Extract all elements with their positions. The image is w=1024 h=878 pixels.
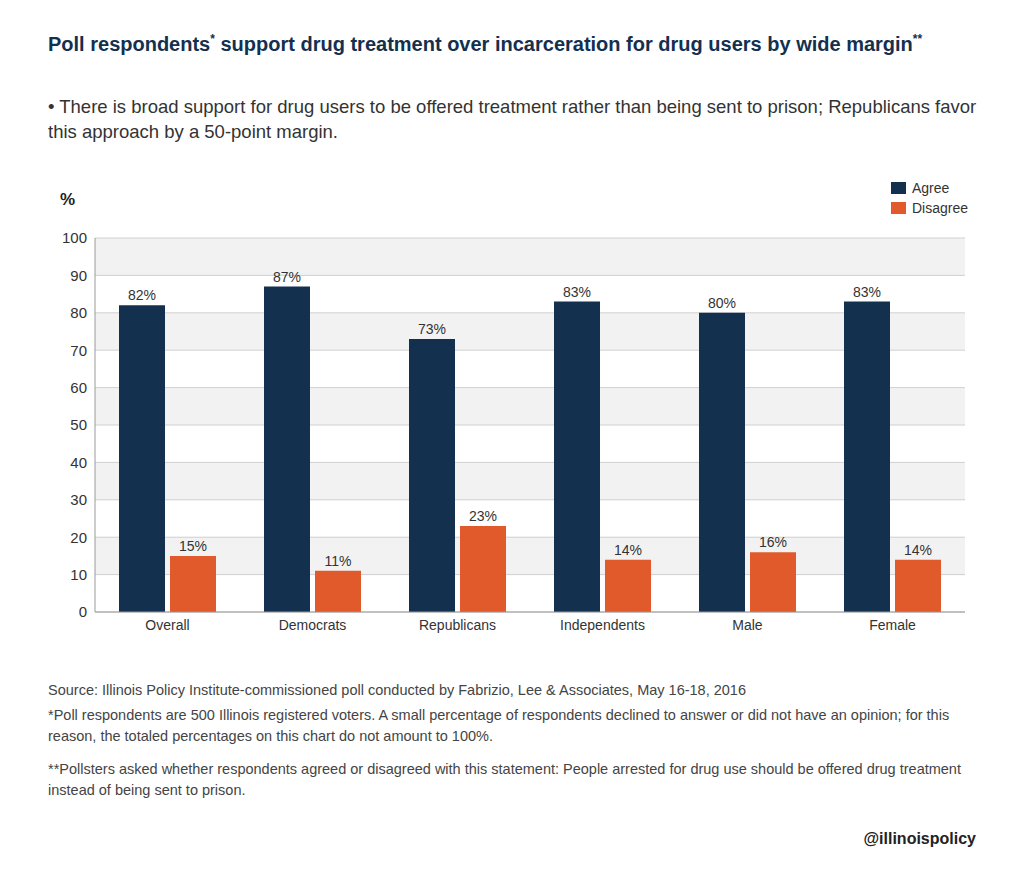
svg-text:30: 30 — [70, 491, 87, 508]
html-text:Disagree: Disagree — [912, 200, 968, 216]
svg-text:Republicans: Republicans — [419, 617, 496, 633]
svg-text:40: 40 — [70, 454, 87, 471]
svg-text:Democrats: Democrats — [279, 617, 347, 633]
svg-text:87%: 87% — [273, 269, 301, 285]
html-text:Source: Illinois Policy Instit: Source: Illinois Policy Institute-commis… — [48, 682, 746, 698]
html-text:@illinoispolicy: @illinoispolicy — [863, 830, 976, 847]
svg-text:50: 50 — [70, 416, 87, 433]
svg-text:23%: 23% — [469, 508, 497, 524]
svg-text:100: 100 — [62, 229, 87, 246]
svg-text:90: 90 — [70, 267, 87, 284]
svg-text:80: 80 — [70, 304, 87, 321]
svg-text:14%: 14% — [904, 542, 932, 558]
html-text:Agree: Agree — [912, 180, 950, 196]
svg-text:16%: 16% — [759, 534, 787, 550]
svg-text:80%: 80% — [708, 295, 736, 311]
html-text:*Poll respondents are 500 Illi: *Poll respondents are 500 Illinois regis… — [48, 707, 950, 744]
svg-text:20: 20 — [70, 529, 87, 546]
svg-text:60: 60 — [70, 379, 87, 396]
svg-text:10: 10 — [70, 566, 87, 583]
svg-text:82%: 82% — [128, 287, 156, 303]
svg-text:11%: 11% — [325, 553, 352, 569]
svg-text:Female: Female — [869, 617, 916, 633]
svg-text:70: 70 — [70, 342, 87, 359]
svg-text:15%: 15% — [179, 538, 207, 554]
html-text:Poll respondents*support drug: Poll respondents*support drug treatment … — [48, 32, 923, 55]
svg-text:73%: 73% — [418, 321, 446, 337]
svg-text:83%: 83% — [563, 284, 591, 300]
svg-text:83%: 83% — [853, 284, 881, 300]
html-text:**Pollsters asked whether resp: **Pollsters asked whether respondents ag… — [48, 761, 961, 798]
svg-text:Male: Male — [732, 617, 763, 633]
svg-text:0: 0 — [79, 603, 87, 620]
svg-text:14%: 14% — [614, 542, 642, 558]
svg-text:Overall: Overall — [145, 617, 189, 633]
html-text:• There is broad support for d: • There is broad support for drug users … — [48, 96, 977, 142]
svg-text:Independents: Independents — [560, 617, 645, 633]
